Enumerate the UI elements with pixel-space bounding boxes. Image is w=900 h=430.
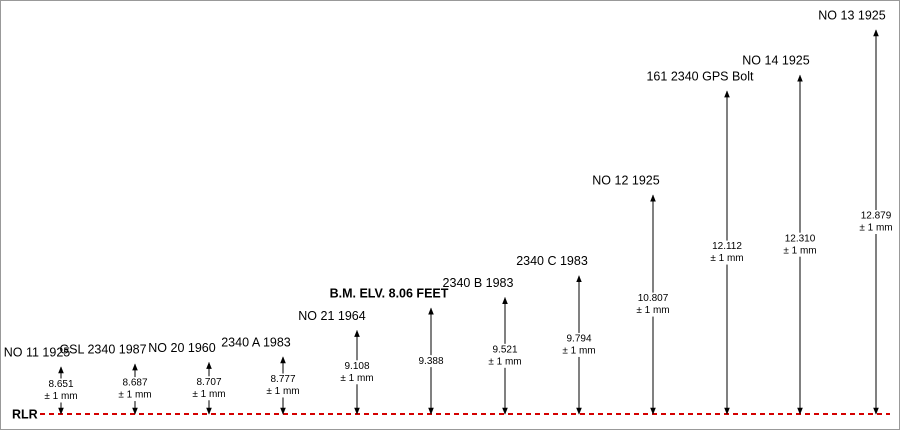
value-background (782, 232, 818, 257)
tolerance: ± 1 mm (636, 305, 669, 316)
value-background (709, 240, 745, 265)
benchmark-label: NO 21 1964 (298, 309, 365, 323)
benchmark-label: NO 20 1960 (148, 341, 215, 355)
tolerance: ± 1 mm (340, 373, 373, 384)
value-background (858, 210, 894, 234)
elevation-value: 12.310 (785, 233, 816, 244)
tolerance: ± 1 mm (562, 346, 595, 357)
elevation-value: 12.879 (861, 211, 892, 222)
tolerance: ± 1 mm (266, 386, 299, 397)
benchmark-label: 2340 A 1983 (221, 335, 291, 349)
value-background (413, 355, 449, 368)
value-background (117, 377, 153, 402)
tolerance: ± 1 mm (859, 223, 892, 234)
benchmark-label: GSL 2340 1987 (59, 342, 146, 356)
elevation-value: 8.651 (48, 379, 73, 390)
value-background (191, 376, 227, 401)
value-background (43, 378, 79, 403)
value-background (561, 332, 597, 357)
elevation-value: 10.807 (638, 293, 669, 304)
elevation-value: 9.108 (344, 361, 369, 372)
benchmark-label: 2340 B 1983 (443, 276, 514, 290)
benchmark-label: 2340 C 1983 (516, 254, 588, 268)
benchmark-label: NO 14 1925 (742, 54, 809, 68)
value-background (487, 343, 523, 368)
value-background (635, 292, 671, 317)
benchmark-label: NO 13 1925 (818, 8, 885, 22)
value-background (339, 360, 375, 385)
tolerance: ± 1 mm (44, 391, 77, 402)
value-background (265, 373, 301, 398)
benchmark-label: NO 12 1925 (592, 173, 659, 187)
baseline-label: RLR (12, 407, 38, 421)
elevation-value: 8.777 (270, 374, 295, 385)
tolerance: ± 1 mm (192, 389, 225, 400)
elevation-value: 9.388 (418, 356, 443, 367)
benchmark-label: B.M. ELV. 8.06 FEET (330, 287, 449, 301)
elevation-value: 9.794 (566, 334, 591, 345)
elevation-value: 8.707 (196, 377, 221, 388)
tolerance: ± 1 mm (783, 245, 816, 256)
tolerance: ± 1 mm (710, 253, 743, 264)
benchmark-label: NO 11 1925 (4, 345, 71, 359)
tolerance: ± 1 mm (118, 390, 151, 401)
benchmark-label: 161 2340 GPS Bolt (646, 69, 754, 83)
elevation-value: 12.112 (712, 241, 742, 252)
elevation-value: 9.521 (492, 344, 517, 355)
tolerance: ± 1 mm (488, 356, 521, 367)
elevation-value: 8.687 (122, 378, 147, 389)
